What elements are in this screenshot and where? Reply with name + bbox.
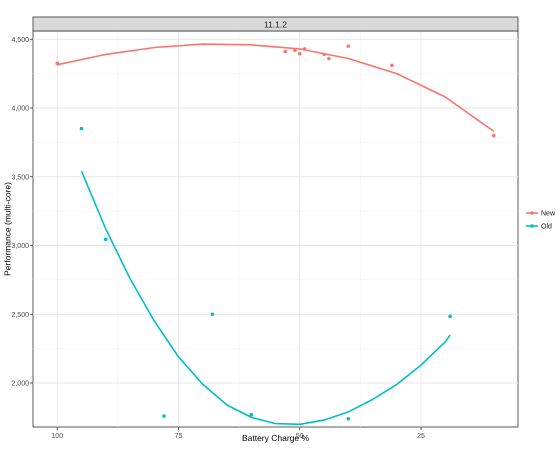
trend-line-old xyxy=(80,170,451,426)
legend-key-point xyxy=(530,224,534,228)
data-point-new xyxy=(55,61,60,66)
legend: New Old xyxy=(526,211,556,231)
y-axis-label: Performance (multi-core) xyxy=(2,182,12,276)
data-point-new xyxy=(283,49,288,54)
y-tick-label: 4,500 xyxy=(11,37,29,44)
legend-item-new: New xyxy=(526,211,556,218)
y-tick-label: 3,000 xyxy=(11,243,29,250)
data-point-old xyxy=(448,314,452,319)
legend-label: Old xyxy=(541,224,552,231)
data-point-old xyxy=(249,412,254,417)
legend-key-point xyxy=(530,211,534,215)
axes: 100 75 50 25 2,000 2,500 3,000 3,500 4,000 4,500 xyxy=(11,37,425,440)
data-point-new xyxy=(322,52,326,57)
trend-line-new xyxy=(57,43,495,133)
y-tick-label: 4,000 xyxy=(11,106,29,113)
series-new xyxy=(55,43,496,138)
data-point-new xyxy=(302,47,307,51)
data-point-old xyxy=(79,126,84,131)
x-axis-label: Battery Charge % xyxy=(242,433,310,443)
facet-label: 11.1.2 xyxy=(264,20,287,30)
data-point-new xyxy=(293,48,297,53)
y-tick-label: 2,000 xyxy=(11,381,29,388)
data-point-new xyxy=(346,44,351,48)
series-layer xyxy=(55,43,496,426)
x-tick-label: 75 xyxy=(175,433,183,440)
x-tick-label: 25 xyxy=(417,433,425,440)
x-tick-label: 50 xyxy=(296,433,304,440)
data-point-new xyxy=(297,51,302,56)
data-point-old xyxy=(346,416,351,421)
data-point-old xyxy=(103,237,108,242)
grid xyxy=(33,31,518,427)
x-tick-label: 100 xyxy=(51,433,63,440)
y-tick-label: 3,500 xyxy=(11,174,29,181)
y-tick-label: 2,500 xyxy=(11,312,29,319)
data-point-old xyxy=(210,312,215,317)
facet-strip xyxy=(32,16,519,32)
plot-panel xyxy=(32,30,519,428)
series-old xyxy=(79,126,452,426)
legend-label: New xyxy=(541,211,556,218)
data-point-new xyxy=(390,63,394,68)
data-point-new xyxy=(491,133,496,138)
legend-item-old: Old xyxy=(526,224,552,231)
data-point-old xyxy=(162,414,166,418)
data-point-new xyxy=(327,56,331,61)
